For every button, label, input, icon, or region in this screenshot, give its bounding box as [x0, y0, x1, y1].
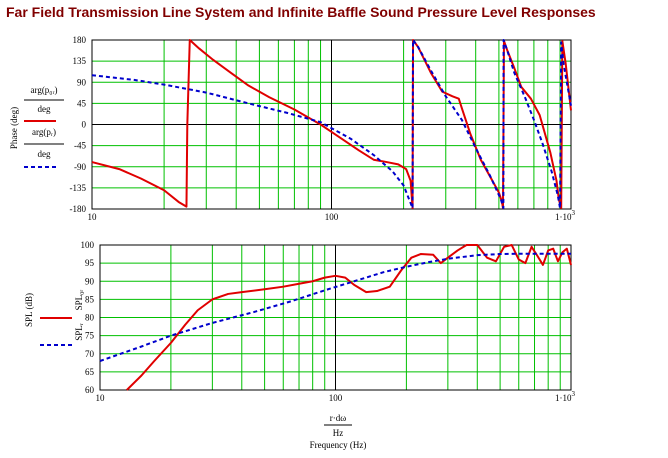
- legend-label-1: SPL₀ᵣ: [74, 290, 84, 311]
- legend-label-2: arg(pᵣ): [32, 127, 56, 137]
- plot-border: [91, 39, 572, 210]
- y-tick-label: 0: [82, 120, 87, 130]
- legend-label-2: SPLᵣ: [74, 323, 84, 341]
- y-tick-label: 60: [85, 385, 95, 395]
- y-tick-label: -180: [70, 204, 87, 214]
- y-tick-label: 90: [85, 276, 95, 286]
- x-axis-label-numerator: r·dω: [330, 413, 346, 423]
- x-tick-label: 10: [88, 212, 98, 222]
- legend-label-1: arg(p₀ᵣ): [30, 85, 57, 95]
- y-tick-label: 65: [85, 367, 95, 377]
- y-tick-label: 85: [85, 294, 95, 304]
- y-tick-label: 75: [85, 331, 95, 341]
- y-tick-label: 95: [85, 258, 95, 268]
- panel-1: [24, 39, 572, 210]
- y-tick-label: 135: [73, 56, 87, 66]
- y-tick-label: 80: [85, 313, 95, 323]
- chart-title: Far Field Transmission Line System and I…: [6, 4, 596, 20]
- x-axis-label: Frequency (Hz): [310, 440, 367, 450]
- x-tick-label: 1·103: [555, 390, 576, 403]
- y-tick-label: 45: [77, 98, 87, 108]
- series-line-2: [99, 252, 571, 362]
- y-tick-label: -90: [74, 162, 86, 172]
- y-tick-label: -45: [74, 141, 86, 151]
- panel-2: [40, 244, 572, 426]
- y-tick-label: 90: [77, 77, 87, 87]
- y-tick-label: 100: [81, 240, 95, 250]
- x-tick-label: 10: [96, 393, 106, 403]
- x-tick-label: 100: [329, 393, 343, 403]
- y-axis-label: SPL (dB): [24, 293, 34, 327]
- y-tick-label: 70: [85, 349, 95, 359]
- x-axis-label-denominator: Hz: [333, 428, 344, 438]
- legend-denominator-1: deg: [38, 104, 51, 114]
- y-tick-label: -135: [70, 183, 87, 193]
- plot-border: [99, 244, 572, 391]
- y-axis-label: Phase (deg): [9, 107, 19, 149]
- series-line-2: [91, 39, 572, 210]
- y-tick-label: 180: [73, 35, 87, 45]
- x-tick-label: 1·103: [555, 209, 576, 222]
- legend-denominator-2: deg: [38, 149, 51, 159]
- x-tick-label: 100: [325, 212, 339, 222]
